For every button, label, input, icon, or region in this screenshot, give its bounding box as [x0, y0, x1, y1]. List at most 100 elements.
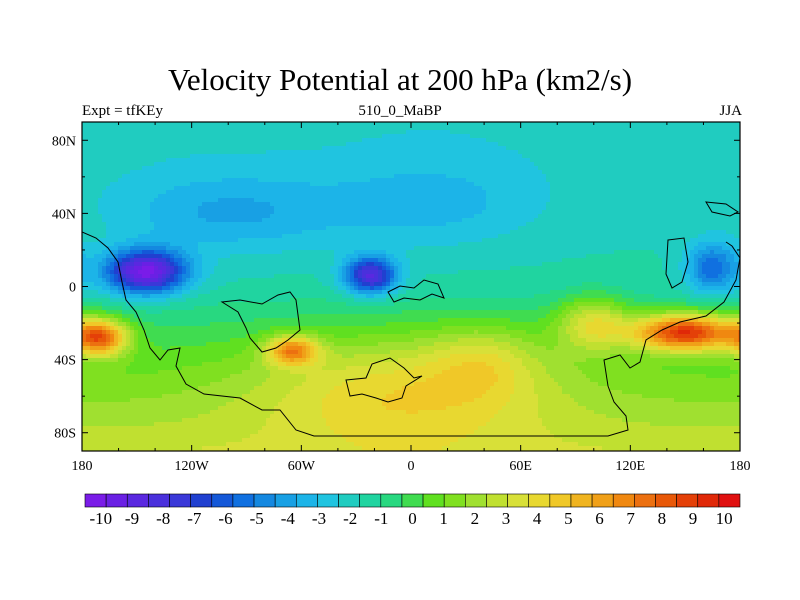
field-cell: [98, 370, 103, 375]
field-cell: [282, 306, 287, 311]
field-cell: [190, 446, 195, 451]
field-cell: [282, 350, 287, 355]
field-cell: [206, 306, 211, 311]
field-cell: [134, 290, 139, 295]
subtitle-right: JJA: [719, 103, 742, 119]
field-cell: [278, 318, 283, 323]
field-cell: [194, 210, 199, 215]
field-cell: [118, 262, 123, 267]
field-cell: [94, 210, 99, 215]
field-cell: [94, 426, 99, 431]
field-cell: [250, 302, 255, 307]
field-cell: [186, 362, 191, 367]
field-cell: [246, 362, 251, 367]
field-cell: [98, 218, 103, 223]
field-cell: [250, 146, 255, 151]
field-cell: [246, 294, 251, 299]
field-cell: [86, 250, 91, 255]
field-cell: [222, 322, 227, 327]
field-cell: [278, 222, 283, 227]
field-cell: [170, 126, 175, 131]
field-cell: [286, 378, 291, 383]
field-cell: [114, 150, 119, 155]
field-cell: [258, 210, 263, 215]
field-cell: [310, 130, 315, 135]
field-cell: [318, 210, 323, 215]
field-cell: [242, 186, 247, 191]
field-cell: [310, 290, 315, 295]
field-cell: [146, 398, 151, 403]
field-cell: [310, 146, 315, 151]
field-cell: [202, 202, 207, 207]
field-cell: [130, 358, 135, 363]
field-cell: [294, 318, 299, 323]
field-cell: [310, 186, 315, 191]
field-cell: [270, 210, 275, 215]
field-cell: [230, 442, 235, 447]
field-cell: [170, 242, 175, 247]
field-cell: [222, 426, 227, 431]
field-cell: [286, 354, 291, 359]
field-cell: [318, 410, 323, 415]
field-cell: [134, 386, 139, 391]
field-cell: [146, 418, 151, 423]
field-cell: [150, 318, 155, 323]
field-cell: [314, 446, 319, 451]
field-cell: [170, 354, 175, 359]
field-cell: [234, 386, 239, 391]
field-cell: [134, 274, 139, 279]
field-cell: [186, 242, 191, 247]
field-cell: [254, 398, 259, 403]
field-cell: [246, 230, 251, 235]
field-cell: [270, 382, 275, 387]
field-cell: [310, 286, 315, 291]
field-cell: [154, 130, 159, 135]
field-cell: [230, 434, 235, 439]
field-cell: [234, 310, 239, 315]
field-cell: [254, 382, 259, 387]
field-cell: [238, 258, 243, 263]
field-cell: [266, 322, 271, 327]
field-cell: [246, 194, 251, 199]
field-cell: [94, 150, 99, 155]
field-cell: [270, 162, 275, 167]
field-cell: [82, 122, 87, 127]
field-cell: [306, 350, 311, 355]
field-cell: [150, 126, 155, 131]
field-cell: [306, 142, 311, 147]
field-cell: [234, 326, 239, 331]
field-cell: [250, 186, 255, 191]
field-cell: [186, 414, 191, 419]
field-cell: [98, 426, 103, 431]
field-cell: [318, 190, 323, 195]
field-cell: [202, 370, 207, 375]
field-cell: [290, 358, 295, 363]
field-cell: [130, 262, 135, 267]
field-cell: [146, 298, 151, 303]
field-cell: [250, 230, 255, 235]
field-cell: [262, 298, 267, 303]
field-cell: [122, 370, 127, 375]
field-cell: [294, 354, 299, 359]
field-cell: [294, 326, 299, 331]
field-cell: [206, 218, 211, 223]
field-cell: [106, 218, 111, 223]
field-cell: [98, 226, 103, 231]
field-cell: [178, 270, 183, 275]
field-cell: [90, 286, 95, 291]
field-cell: [90, 446, 95, 451]
field-cell: [82, 182, 87, 187]
field-cell: [122, 254, 127, 259]
field-cell: [82, 278, 87, 283]
field-cell: [306, 382, 311, 387]
field-cell: [186, 158, 191, 163]
field-cell: [254, 422, 259, 427]
field-cell: [246, 178, 251, 183]
field-cell: [102, 250, 107, 255]
field-cell: [318, 166, 323, 171]
field-cell: [202, 230, 207, 235]
field-cell: [198, 270, 203, 275]
field-cell: [82, 342, 87, 347]
field-cell: [162, 382, 167, 387]
field-cell: [126, 122, 131, 127]
